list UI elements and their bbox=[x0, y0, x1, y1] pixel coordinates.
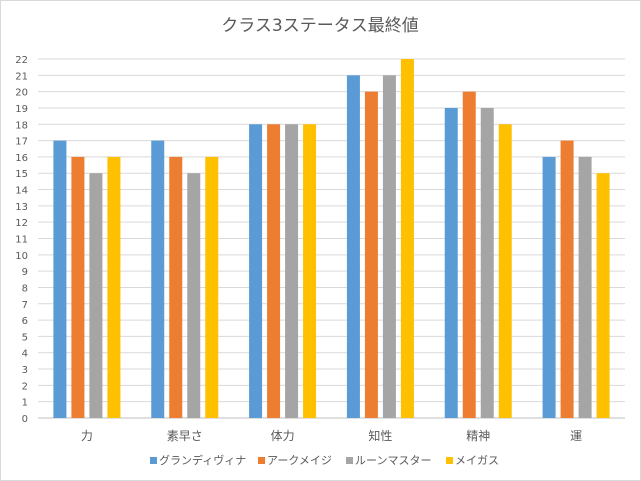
y-tick-label: 22 bbox=[15, 55, 28, 66]
y-tick-label: 11 bbox=[15, 235, 28, 246]
x-axis-ticks: 力 素早さ 体力 知性 精神 運 bbox=[81, 429, 582, 443]
bar bbox=[107, 156, 121, 418]
y-tick-label: 15 bbox=[15, 169, 28, 180]
bars bbox=[53, 59, 610, 419]
y-tick-label: 18 bbox=[15, 120, 28, 131]
bar bbox=[267, 124, 281, 418]
x-tick-label: 知性 bbox=[368, 429, 392, 443]
y-tick-label: 9 bbox=[22, 267, 28, 278]
x-tick-label: 素早さ bbox=[167, 429, 203, 443]
y-tick-label: 16 bbox=[15, 153, 28, 164]
y-tick-label: 14 bbox=[15, 186, 28, 197]
y-tick-label: 19 bbox=[15, 104, 28, 115]
bar bbox=[151, 140, 165, 418]
y-tick-label: 17 bbox=[15, 137, 28, 148]
x-tick-label: 体力 bbox=[271, 429, 295, 443]
y-tick-label: 20 bbox=[15, 88, 28, 99]
bar bbox=[364, 91, 378, 419]
bar bbox=[578, 156, 592, 418]
bar bbox=[205, 156, 219, 418]
y-tick-label: 12 bbox=[15, 218, 28, 229]
bar bbox=[71, 156, 85, 418]
gridlines bbox=[38, 58, 625, 419]
bar bbox=[285, 124, 299, 418]
y-tick-label: 3 bbox=[22, 365, 28, 376]
bar bbox=[444, 107, 458, 419]
y-tick-label: 10 bbox=[15, 251, 28, 262]
bar bbox=[462, 91, 476, 419]
legend: グランディヴィナ アークメイジ ルーンマスター メイガス bbox=[150, 453, 499, 467]
legend-label: アークメイジ bbox=[267, 454, 332, 467]
bar bbox=[480, 107, 494, 419]
chart-title: クラス3ステータス最終値 bbox=[221, 16, 418, 36]
legend-swatch bbox=[150, 457, 157, 464]
legend-swatch bbox=[258, 457, 265, 464]
y-tick-label: 5 bbox=[22, 332, 28, 343]
y-tick-label: 6 bbox=[22, 316, 28, 327]
bar bbox=[53, 140, 67, 418]
x-tick-label: 力 bbox=[81, 429, 93, 443]
bar bbox=[249, 124, 263, 418]
legend-swatch bbox=[346, 457, 353, 464]
bar bbox=[169, 156, 183, 418]
legend-label: ルーンマスター bbox=[355, 454, 431, 467]
bar bbox=[187, 173, 201, 418]
y-tick-label: 21 bbox=[15, 71, 28, 82]
y-tick-label: 7 bbox=[22, 300, 28, 311]
bar bbox=[89, 173, 103, 418]
x-tick-label: 運 bbox=[570, 429, 582, 443]
x-tick-label: 精神 bbox=[466, 429, 490, 443]
bar bbox=[303, 124, 317, 418]
legend-label: グランディヴィナ bbox=[159, 453, 246, 467]
legend-swatch bbox=[446, 457, 453, 464]
bar bbox=[560, 140, 574, 418]
bar bbox=[596, 173, 610, 418]
bar bbox=[498, 124, 512, 418]
y-tick-label: 1 bbox=[22, 398, 28, 409]
y-tick-label: 13 bbox=[15, 202, 28, 213]
y-tick-label: 2 bbox=[22, 381, 28, 392]
bar bbox=[346, 75, 360, 419]
y-tick-label: 4 bbox=[22, 349, 28, 360]
legend-label: メイガス bbox=[455, 454, 499, 467]
bar bbox=[400, 59, 414, 418]
y-tick-label: 8 bbox=[22, 283, 28, 294]
y-tick-label: 0 bbox=[22, 414, 28, 425]
bar bbox=[542, 156, 556, 418]
bar bbox=[382, 75, 396, 419]
